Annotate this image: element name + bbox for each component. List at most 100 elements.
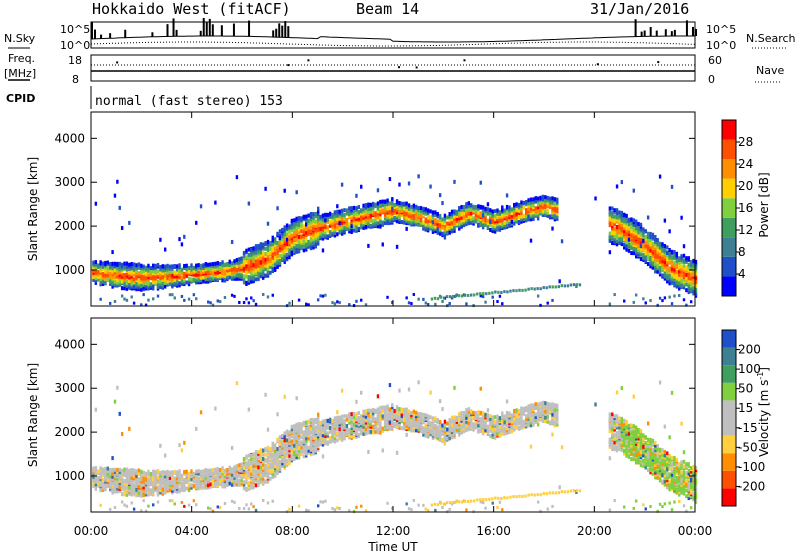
power-cell bbox=[381, 222, 384, 227]
power-cell bbox=[436, 214, 439, 219]
power-cell bbox=[666, 245, 669, 250]
velocity-cell bbox=[321, 454, 325, 459]
power-cell bbox=[393, 211, 396, 216]
power-cell bbox=[627, 234, 631, 239]
power-cell bbox=[336, 225, 339, 230]
power-cell bbox=[276, 231, 279, 236]
power-cell bbox=[431, 229, 435, 234]
power-cell bbox=[632, 250, 635, 255]
velocity-cell bbox=[250, 453, 253, 458]
nsky-bar bbox=[649, 27, 652, 37]
power-cell bbox=[168, 277, 172, 282]
power-cell bbox=[501, 207, 504, 212]
velocity-cell bbox=[290, 448, 294, 453]
velocity-cell bbox=[309, 452, 313, 457]
velocity-cell bbox=[218, 506, 222, 510]
power-cell bbox=[309, 224, 313, 229]
power-cell bbox=[352, 224, 356, 229]
power-cell bbox=[649, 260, 652, 265]
power-cell bbox=[321, 236, 325, 241]
power-cell bbox=[276, 264, 279, 269]
power-cell bbox=[348, 206, 351, 211]
power-cell bbox=[101, 275, 105, 280]
velocity-cell bbox=[178, 471, 181, 476]
power-cell bbox=[551, 206, 554, 211]
power-cell bbox=[149, 282, 153, 287]
power-cell bbox=[541, 207, 545, 212]
power-cell bbox=[116, 261, 119, 266]
velocity-cell bbox=[116, 385, 119, 390]
power-cell bbox=[183, 234, 186, 239]
power-cell bbox=[388, 203, 392, 208]
power-cell bbox=[302, 230, 306, 235]
power-cell bbox=[111, 279, 114, 284]
power-cell bbox=[247, 269, 251, 274]
velocity-cell bbox=[123, 467, 126, 472]
power-cell bbox=[539, 200, 542, 205]
power-cell bbox=[670, 184, 674, 189]
power-cell bbox=[666, 266, 669, 271]
power-cell bbox=[123, 280, 126, 285]
velocity-cell bbox=[187, 471, 191, 476]
power-cell bbox=[185, 280, 188, 285]
power-cell bbox=[556, 209, 559, 214]
velocity-cell bbox=[92, 474, 95, 479]
velocity-cell bbox=[407, 409, 411, 414]
velocity-cell bbox=[94, 475, 98, 480]
power-cell bbox=[300, 239, 303, 244]
velocity-cell bbox=[99, 483, 102, 488]
power-cell bbox=[319, 214, 322, 219]
velocity-cell bbox=[120, 480, 124, 485]
velocity-cell bbox=[183, 440, 186, 445]
power-cell bbox=[149, 284, 153, 289]
power-cell bbox=[632, 226, 635, 231]
velocity-cell bbox=[328, 417, 332, 422]
power-cell bbox=[419, 218, 423, 223]
velocity-cell bbox=[405, 416, 408, 421]
velocity-cell bbox=[235, 469, 239, 474]
power-cell bbox=[488, 291, 491, 295]
velocity-cell bbox=[252, 452, 255, 457]
power-cell bbox=[293, 218, 296, 223]
velocity-cell bbox=[101, 472, 105, 477]
power-cell bbox=[183, 266, 186, 271]
velocity-cell bbox=[228, 481, 231, 486]
velocity-cell bbox=[135, 471, 138, 476]
power-cell bbox=[120, 262, 124, 267]
velocity-cell bbox=[381, 428, 384, 433]
power-cell bbox=[156, 294, 160, 298]
nsky-bar bbox=[248, 20, 251, 37]
nsky-bar bbox=[272, 30, 275, 37]
velocity-cell bbox=[218, 479, 222, 484]
power-cell bbox=[501, 205, 504, 210]
power-cell bbox=[305, 225, 308, 230]
power-cell bbox=[283, 225, 286, 230]
power-ylabel: Slant Range [km] bbox=[26, 157, 40, 261]
power-cell bbox=[154, 282, 157, 287]
power-cell bbox=[118, 261, 121, 266]
power-cell bbox=[668, 229, 671, 234]
power-cell bbox=[678, 276, 681, 281]
power-cell bbox=[489, 216, 492, 221]
power-cell bbox=[620, 228, 624, 233]
velocity-cell bbox=[252, 460, 255, 465]
velocity-cell bbox=[321, 419, 325, 424]
velocity-cell bbox=[266, 451, 270, 456]
power-cell bbox=[266, 259, 270, 264]
power-cell bbox=[630, 221, 633, 226]
power-cell bbox=[101, 261, 105, 266]
power-cell bbox=[247, 247, 251, 252]
power-cell bbox=[496, 219, 499, 224]
power-cell bbox=[309, 217, 313, 222]
power-cell bbox=[656, 258, 659, 263]
power-cell bbox=[266, 266, 270, 271]
power-cell bbox=[513, 206, 516, 211]
power-cell bbox=[285, 240, 289, 245]
power-cell bbox=[634, 233, 638, 238]
power-cell bbox=[455, 221, 459, 226]
power-cell bbox=[340, 220, 344, 225]
power-cell bbox=[630, 217, 633, 222]
velocity-cell bbox=[367, 408, 370, 413]
power-cell bbox=[521, 288, 524, 292]
power-cell bbox=[190, 270, 193, 275]
